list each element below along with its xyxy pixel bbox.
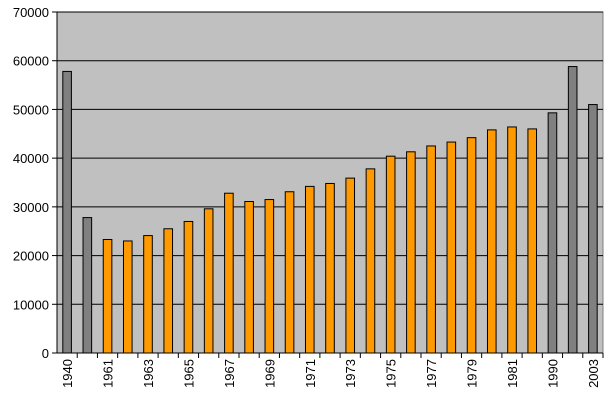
x-tick-label: 1940 [60, 359, 75, 388]
x-tick-label: 1979 [465, 359, 480, 388]
bar [163, 228, 174, 354]
bar [304, 185, 315, 354]
x-tick-label: 1990 [545, 359, 560, 388]
x-tick-label: 2003 [586, 359, 601, 388]
bar [466, 137, 477, 354]
bar [82, 217, 93, 354]
x-tick-label: 1975 [384, 359, 399, 388]
x-tick-label: 1965 [181, 359, 196, 388]
x-tick-label: 1973 [343, 359, 358, 388]
bar [406, 151, 416, 354]
bar [264, 199, 275, 354]
x-tick-label: 1977 [424, 359, 439, 388]
bar [224, 192, 234, 354]
bar [527, 128, 538, 354]
bar [143, 235, 153, 354]
bar [122, 240, 133, 354]
bar [446, 141, 457, 354]
x-tick-label: 1969 [262, 359, 277, 388]
x-tick-label: 1971 [303, 359, 318, 388]
x-tick-labels: 1940 1961 1963 1965 1967 1969 1971 1973 1975 1977… [60, 359, 601, 388]
x-tick-label: 1963 [141, 359, 156, 388]
bar [507, 126, 517, 354]
bar [62, 70, 72, 354]
y-tick-label: 50000 [13, 102, 49, 117]
y-tick-labels: 0 10000 20000 30000 40000 50000 60000 70000 [13, 5, 49, 361]
y-tick-label: 40000 [13, 151, 49, 166]
bar [345, 177, 356, 354]
bar [325, 182, 335, 354]
bar [102, 238, 113, 354]
bar [567, 66, 578, 354]
bar [183, 220, 194, 354]
bar [284, 191, 295, 354]
y-tick-label: 10000 [13, 297, 49, 312]
y-tick-label: 20000 [13, 249, 49, 264]
x-tick-label: 1981 [505, 359, 520, 388]
x-tick-label: 1961 [101, 359, 116, 388]
bar [365, 168, 376, 354]
bar [486, 129, 497, 354]
axes [52, 11, 604, 358]
x-tick-label: 1967 [222, 359, 237, 388]
bar [547, 112, 558, 354]
bar [244, 200, 254, 354]
y-tick-label: 30000 [13, 200, 49, 215]
bar [203, 208, 214, 354]
y-tick-label: 60000 [13, 54, 49, 69]
bar [426, 145, 436, 354]
bar [588, 104, 598, 354]
y-tick-label: 0 [42, 346, 49, 361]
y-tick-label: 70000 [13, 5, 49, 20]
bar [385, 155, 396, 354]
